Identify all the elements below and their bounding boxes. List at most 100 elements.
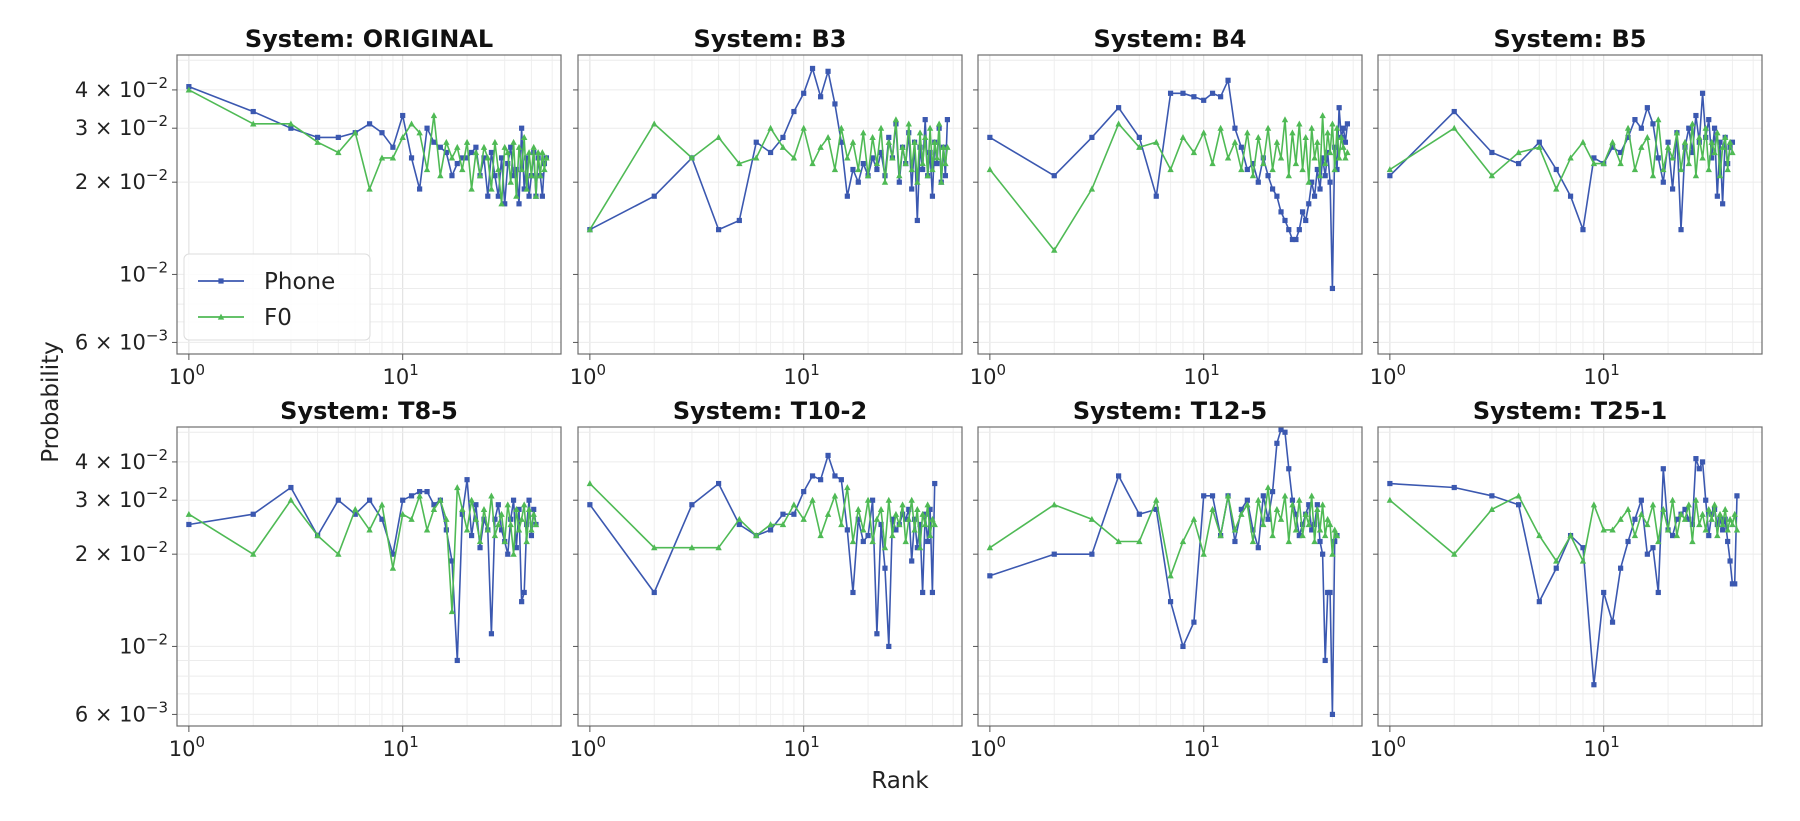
data-point [896,179,902,185]
data-point [922,511,928,517]
data-point [911,526,918,533]
data-point [525,149,533,156]
data-point [1317,538,1323,545]
data-point [454,143,461,150]
data-point [1167,90,1174,96]
data-point [931,138,938,145]
data-point [1136,134,1142,140]
data-point [1209,90,1216,96]
data-point [1734,493,1740,499]
data-point [1314,138,1321,145]
data-point [881,544,889,551]
data-point [899,511,906,517]
plot-frame [1377,426,1763,727]
data-point [1136,143,1143,150]
data-point [459,155,465,161]
data-point [1269,166,1276,173]
data-point [986,544,994,551]
x-tick-label: 100 [570,361,606,389]
data-point [855,516,861,522]
data-point [1299,532,1306,539]
data-point [463,526,471,533]
data-point [1282,217,1288,224]
data-point [389,564,397,571]
data-point [1699,90,1706,96]
data-point [1693,112,1699,119]
data-point [1681,515,1689,522]
data-point [516,201,522,207]
data-point [779,143,787,150]
data-point [352,505,359,512]
data-point [468,185,475,192]
data-point [472,149,480,156]
data-point [1282,429,1288,435]
data-point [929,589,936,596]
y-tick-label: 2 × 10−2 [75,166,168,194]
plot-frame [176,54,562,355]
data-point [1306,201,1312,207]
data-point [1305,178,1312,185]
panel-7: 100 101 System: T25-1 [1370,397,1763,761]
series-phone [987,426,1340,718]
data-point [1516,502,1522,508]
data-point [736,515,743,522]
data-point [408,155,415,161]
data-point [464,155,470,161]
data-point [502,201,508,207]
data-point [416,492,423,499]
data-point [1316,172,1324,179]
data-point [424,489,430,495]
x-tick-label: 101 [1184,733,1220,761]
series-phone [587,452,938,650]
data-point [1179,538,1187,545]
data-point [1714,532,1721,539]
data-point [1609,138,1616,145]
data-point [1664,526,1672,533]
data-point [896,172,903,179]
data-point [1631,166,1639,173]
data-point [1609,619,1616,625]
data-point [844,193,850,199]
data-point [1269,489,1276,495]
data-point [1673,129,1681,136]
x-tick-label: 100 [169,733,205,761]
data-point [1705,166,1712,173]
data-point [1624,505,1632,512]
data-point [1724,166,1731,173]
data-point [520,133,528,140]
data-point [1638,497,1644,503]
legend-label: Phone [264,269,335,295]
data-point [400,112,406,119]
data-point [408,493,415,499]
data-point [1702,124,1709,131]
data-point [1655,116,1662,123]
data-point [1721,505,1729,512]
data-point [651,193,657,199]
data-point [1717,139,1723,145]
data-point [1255,496,1262,503]
data-point [1322,173,1328,179]
data-point [1190,149,1198,156]
data-point [1705,505,1712,512]
data-point [513,505,520,512]
data-point [250,120,257,127]
data-point [1489,149,1495,156]
data-point [1618,565,1624,571]
data-point [940,143,947,150]
data-point [1311,154,1318,161]
data-point [1217,532,1224,539]
data-point [838,477,844,483]
series-line [989,486,1338,577]
data-point [1660,466,1666,472]
data-point [430,505,438,512]
data-point [1344,121,1351,127]
data-point [408,120,415,127]
data-point [844,154,851,161]
data-point [510,550,517,557]
data-point [523,538,530,545]
data-point [1244,129,1251,136]
data-point [716,480,722,487]
data-point [1451,484,1457,491]
data-point [920,589,926,596]
data-point [515,526,523,533]
